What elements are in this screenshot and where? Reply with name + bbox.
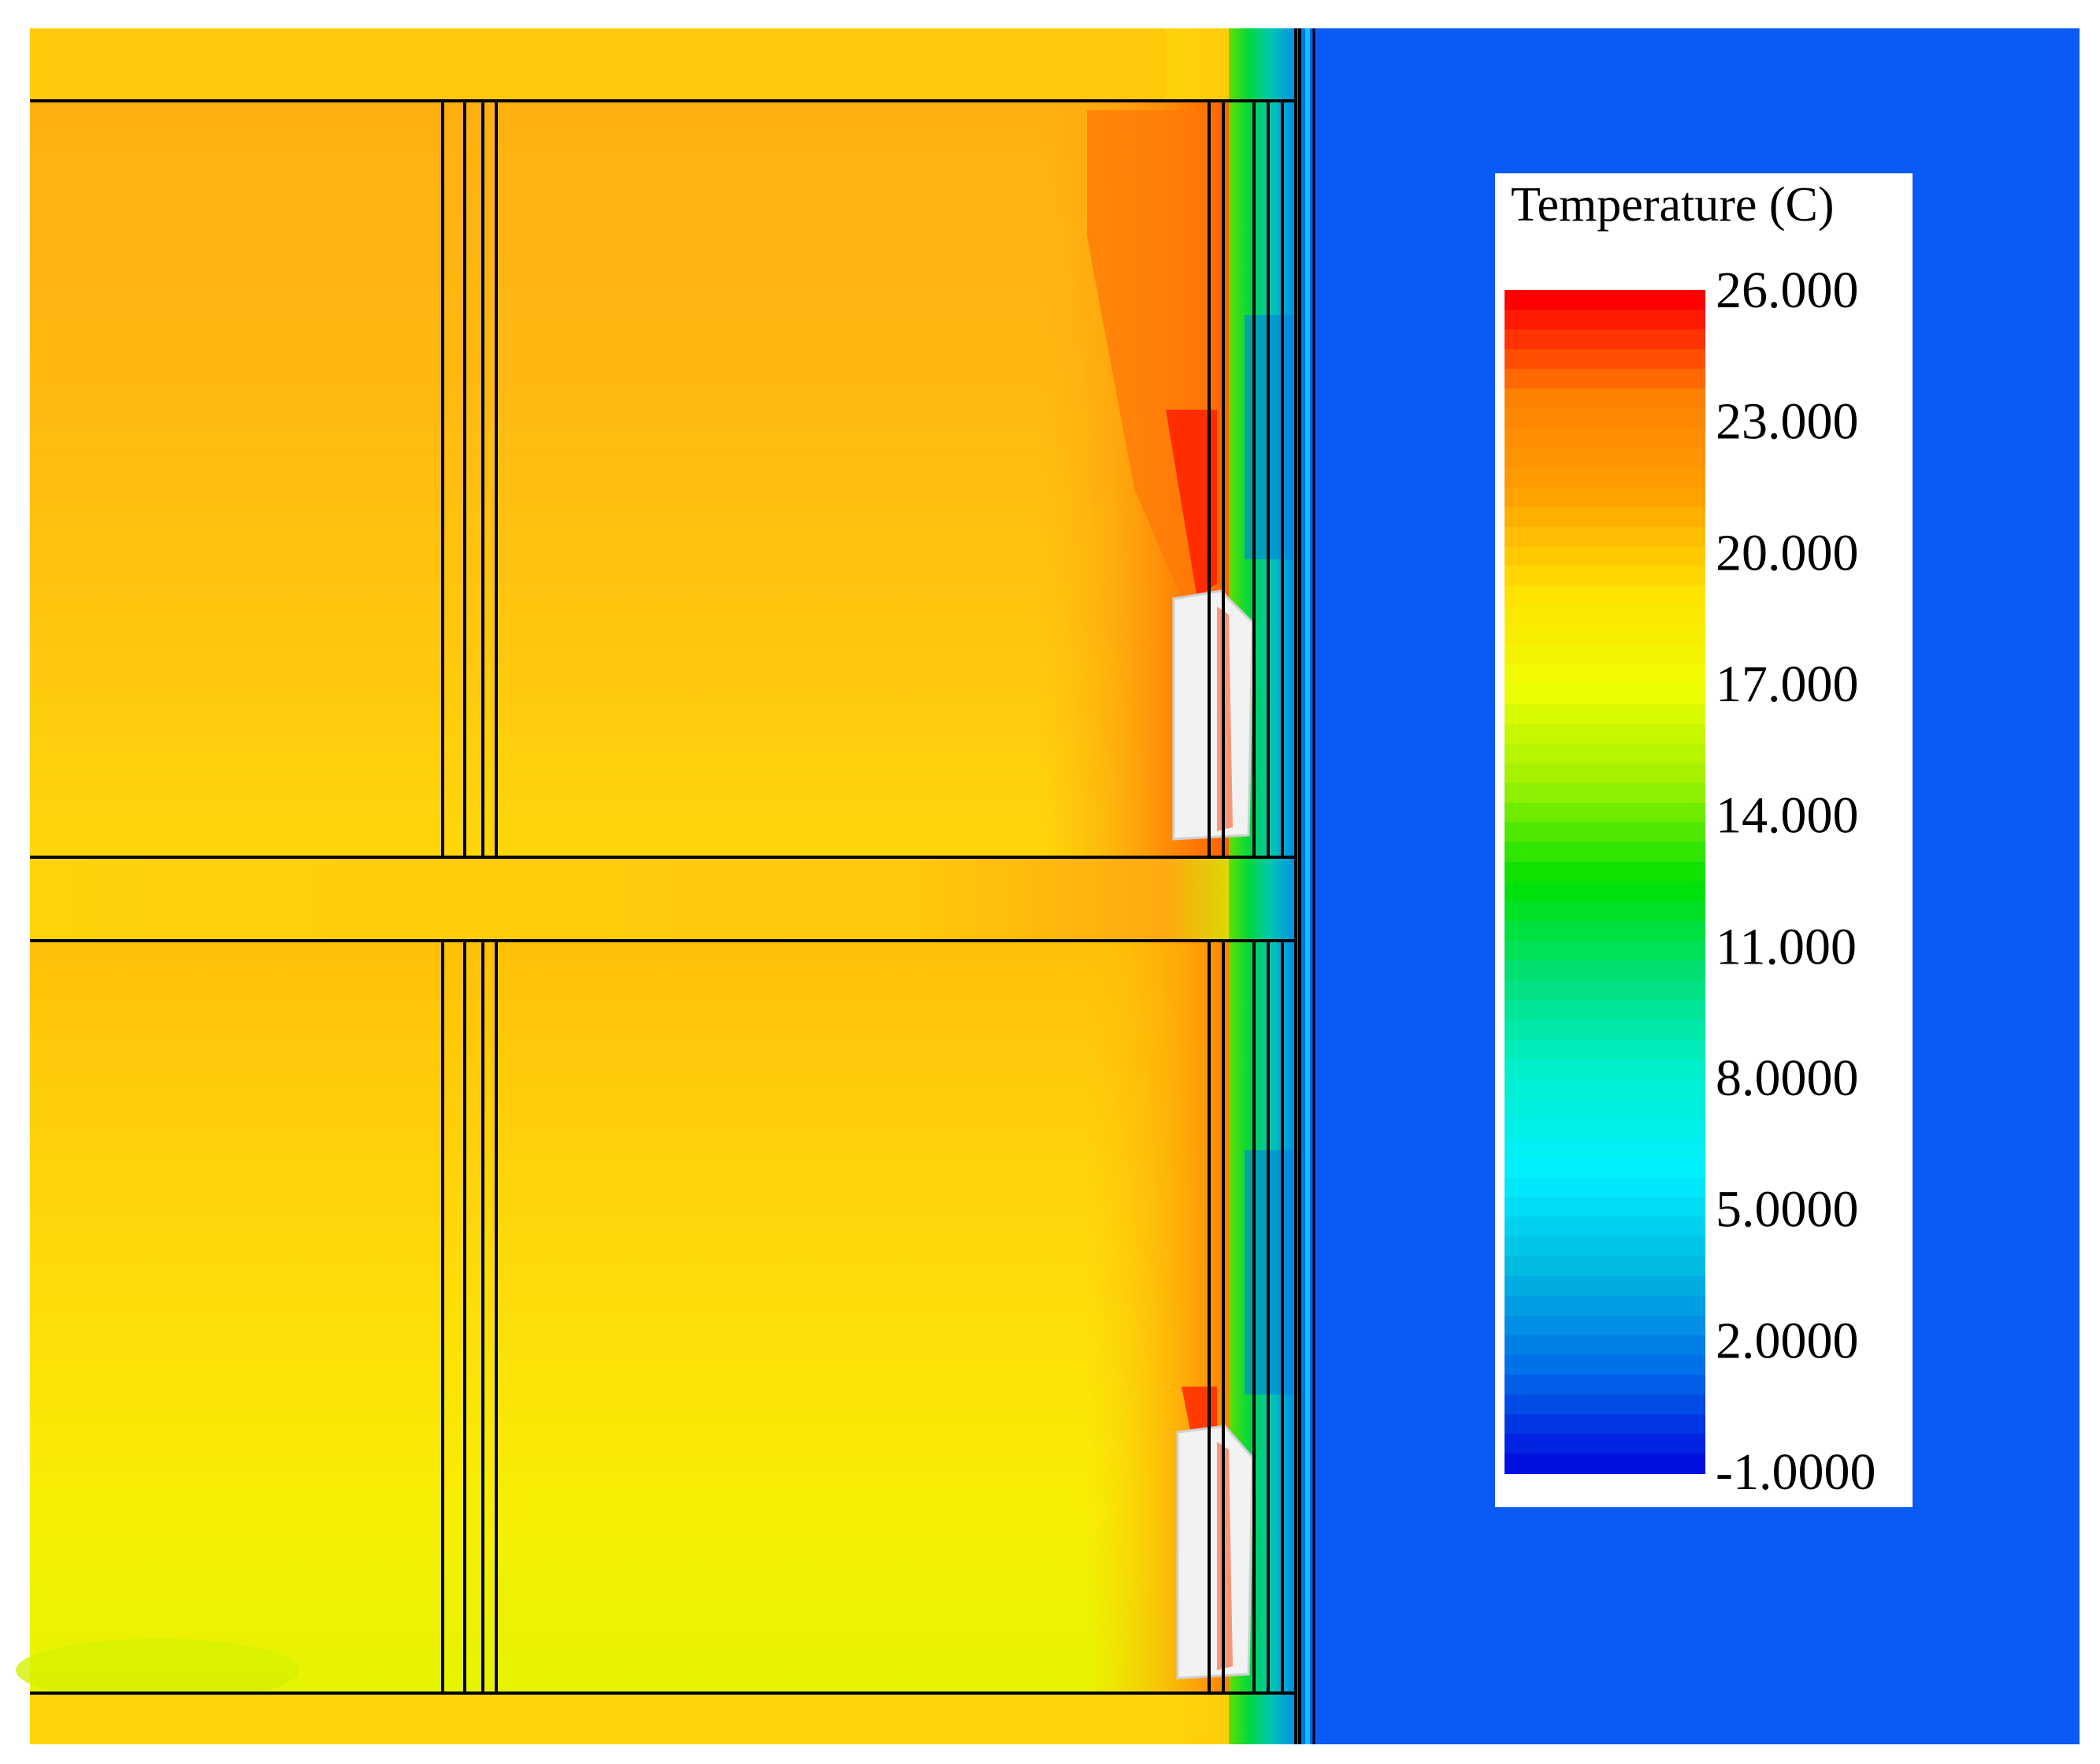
legend-color-band: [1505, 605, 1705, 626]
legend-color-band: [1505, 1000, 1705, 1021]
legend-color-band: [1505, 960, 1705, 982]
legend-color-band: [1505, 1118, 1705, 1139]
legend-color-band: [1505, 1354, 1705, 1376]
legend-color-band: [1505, 1433, 1705, 1454]
temperature-legend: Temperature (C) 26.000 23.000 20.000 17.000…: [1495, 173, 1913, 1507]
legend-tick-label: 5.0000: [1716, 1181, 1859, 1239]
legend-color-band: [1505, 428, 1705, 449]
legend-tick-label: 23.000: [1716, 393, 1859, 451]
legend-color-band: [1505, 1256, 1705, 1277]
legend-color-band: [1505, 349, 1705, 370]
legend-color-band: [1505, 310, 1705, 331]
lower-room-field: [30, 941, 1255, 1693]
legend-color-band: [1505, 507, 1705, 528]
legend-color-band: [1505, 1138, 1705, 1159]
legend-color-band: [1505, 980, 1705, 1001]
legend-color-band: [1505, 388, 1705, 410]
legend-color-band: [1505, 1216, 1705, 1238]
legend-color-band: [1505, 1177, 1705, 1198]
legend-color-band: [1505, 369, 1705, 390]
legend-color-band: [1505, 329, 1705, 351]
legend-title: Temperature (C): [1511, 178, 1835, 232]
legend-color-band: [1505, 1276, 1705, 1297]
legend-color-band: [1505, 822, 1705, 843]
legend-tick-labels: 26.000 23.000 20.000 17.000 14.000 11.000 8.00…: [1716, 262, 1876, 1501]
legend-color-band: [1505, 1295, 1705, 1317]
upper-window-frame: [1172, 589, 1254, 841]
lower-window-frame: [1176, 1424, 1254, 1680]
legend-color-band: [1505, 743, 1705, 764]
legend-tick-label: -1.0000: [1716, 1443, 1876, 1501]
legend-color-band: [1505, 763, 1705, 784]
legend-color-band: [1505, 901, 1705, 923]
legend-color-band: [1505, 941, 1705, 962]
legend-color-band: [1505, 861, 1705, 882]
legend-color-band: [1505, 546, 1705, 567]
legend-color-band: [1505, 487, 1705, 508]
legend-color-band: [1505, 1315, 1705, 1336]
legend-color-band: [1505, 802, 1705, 823]
legend-color-band: [1505, 782, 1705, 804]
legend-color-band: [1505, 526, 1705, 548]
top-ceiling-band: [30, 28, 1312, 101]
legend-color-band: [1505, 467, 1705, 488]
legend-color-band: [1505, 1019, 1705, 1041]
legend-color-band: [1505, 585, 1705, 607]
legend-tick-label: 26.000: [1716, 262, 1859, 319]
legend-color-band: [1505, 644, 1705, 666]
legend-color-band: [1505, 1079, 1705, 1100]
legend-color-bar: [1505, 290, 1705, 1474]
legend-color-band: [1505, 290, 1705, 311]
legend-color-band: [1505, 1039, 1705, 1060]
middle-floor-slab: [30, 857, 1296, 941]
legend-tick-label: 11.000: [1716, 918, 1857, 975]
legend-color-band: [1505, 1394, 1705, 1415]
legend-color-band: [1505, 664, 1705, 685]
legend-color-band: [1505, 1098, 1705, 1120]
legend-tick-label: 20.000: [1716, 524, 1859, 581]
bottom-floor-band: [30, 1693, 1312, 1744]
legend-color-band: [1505, 841, 1705, 863]
legend-color-band: [1505, 566, 1705, 587]
legend-tick-label: 17.000: [1716, 655, 1859, 713]
legend-color-band: [1505, 1374, 1705, 1395]
legend-color-band: [1505, 1059, 1705, 1080]
legend-color-band: [1505, 882, 1705, 903]
legend-color-band: [1505, 704, 1705, 725]
legend-color-band: [1505, 447, 1705, 469]
legend-tick-label: 2.0000: [1716, 1312, 1859, 1369]
legend-color-band: [1505, 1453, 1705, 1474]
legend-color-band: [1505, 1413, 1705, 1435]
legend-color-band: [1505, 408, 1705, 429]
legend-color-band: [1505, 1236, 1705, 1257]
legend-color-band: [1505, 1335, 1705, 1356]
legend-color-band: [1505, 684, 1705, 705]
legend-tick-label: 8.0000: [1716, 1049, 1859, 1107]
legend-color-band: [1505, 1197, 1705, 1218]
legend-color-band: [1505, 921, 1705, 942]
legend-color-band: [1505, 723, 1705, 745]
legend-color-band: [1505, 625, 1705, 646]
legend-tick-label: 14.000: [1716, 787, 1859, 845]
legend-color-band: [1505, 1157, 1705, 1179]
structural-outlines: [30, 28, 1301, 1744]
